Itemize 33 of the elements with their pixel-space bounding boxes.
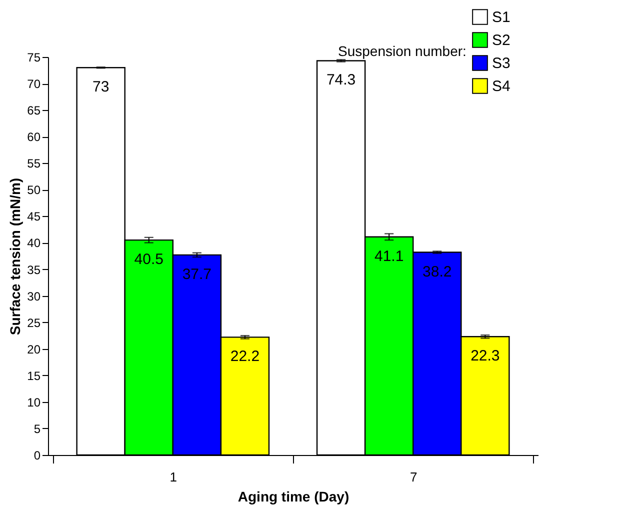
data-label: 40.5 — [134, 251, 164, 268]
data-label: 41.1 — [374, 248, 404, 265]
data-label: 73 — [92, 78, 110, 96]
y-tick-label: 30 — [27, 289, 41, 304]
y-tick-label: 10 — [27, 395, 41, 410]
y-tick-label: 15 — [27, 368, 41, 383]
data-label: 37.7 — [182, 266, 212, 283]
y-tick-label: 60 — [27, 130, 41, 144]
legend-label: S4 — [492, 78, 510, 95]
legend-label: S1 — [492, 9, 510, 26]
data-label: 22.2 — [230, 348, 260, 366]
y-tick-label: 35 — [27, 262, 41, 277]
y-tick-label: 0 — [34, 448, 41, 462]
y-tick-label: 40 — [27, 236, 41, 250]
x-axis-title: Aging time (Day) — [238, 488, 350, 504]
y-tick-label: 55 — [27, 156, 41, 171]
legend-label: S2 — [492, 32, 510, 49]
y-tick-label: 45 — [27, 210, 41, 224]
y-axis-title: Surface tension (mN/m) — [7, 178, 24, 336]
legend-label: S3 — [492, 55, 510, 72]
y-tick-label: 65 — [27, 104, 41, 118]
x-tick-label: 1 — [170, 470, 178, 484]
data-label: 74.3 — [326, 72, 356, 89]
y-tick-label: 70 — [27, 77, 41, 92]
y-tick-label: 25 — [27, 316, 41, 330]
data-label: 38.2 — [422, 263, 452, 280]
y-tick-label: 5 — [34, 422, 41, 436]
y-tick-label: 50 — [27, 183, 41, 198]
x-tick-label: 7 — [410, 470, 418, 484]
y-tick-label: 75 — [27, 50, 41, 64]
legend-title: Suspension number: — [338, 43, 466, 59]
y-tick-label: 20 — [27, 342, 41, 356]
data-label: 22.3 — [470, 348, 500, 365]
